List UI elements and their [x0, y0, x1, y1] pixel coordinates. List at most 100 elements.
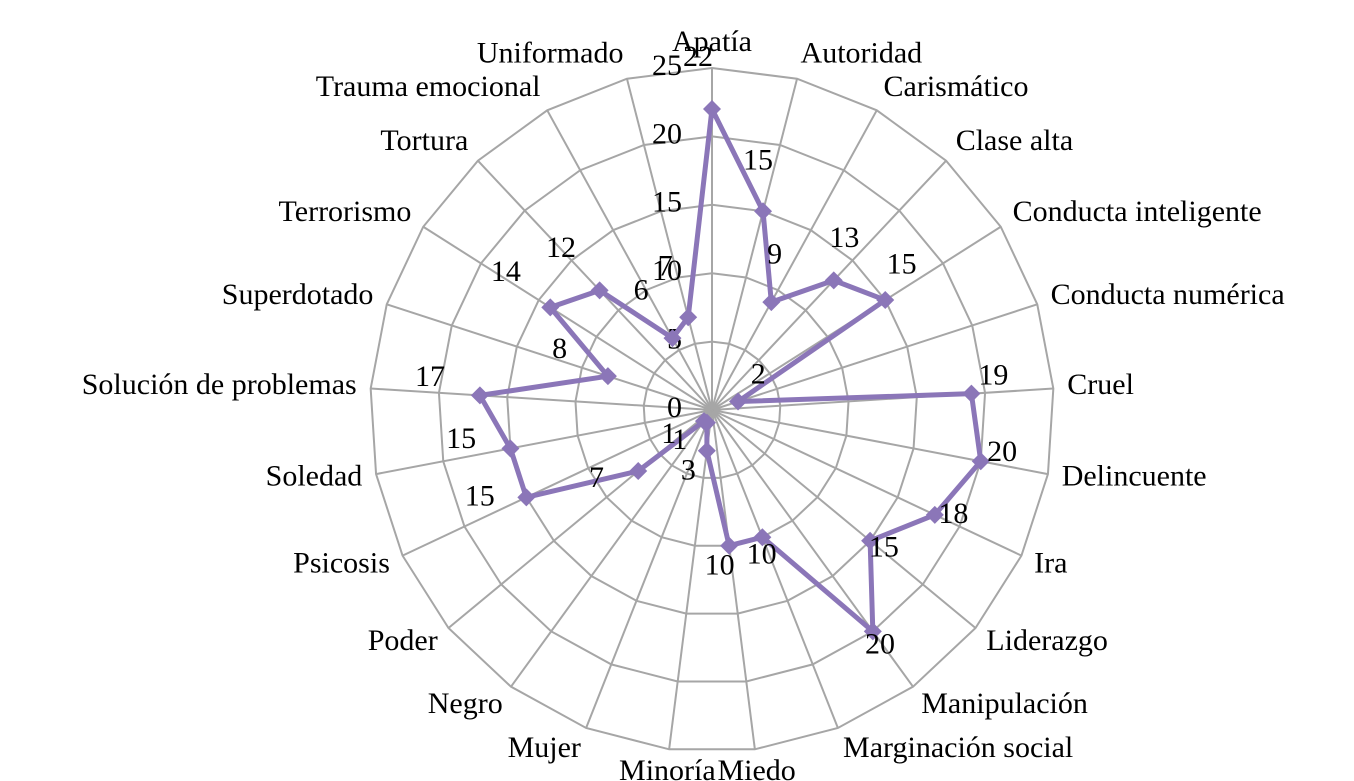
category-label: Liderazgo [986, 624, 1108, 657]
category-label: Manipulación [921, 687, 1088, 720]
marker [876, 291, 895, 310]
data-label: 7 [658, 249, 673, 282]
category-label: Solución de problemas [82, 368, 357, 401]
r-tick-label: 0 [667, 391, 682, 424]
category-label: Marginación social [843, 731, 1073, 764]
category-label: Miedo [717, 754, 795, 781]
spoke [711, 78, 799, 411]
spoke [375, 409, 713, 476]
marker [729, 392, 748, 411]
marker [962, 384, 981, 403]
data-label: 20 [865, 627, 895, 660]
data-label: 2 [751, 357, 766, 390]
marker [971, 452, 990, 471]
data-label: 22 [683, 40, 713, 73]
category-label: Minoría [619, 754, 716, 781]
category-label: Superdotado [222, 278, 374, 311]
category-label: Autoridad [801, 36, 923, 69]
marker [694, 412, 713, 431]
data-label: 10 [747, 538, 777, 571]
marker [697, 441, 716, 460]
marker [824, 271, 843, 290]
data-label: 1 [672, 423, 687, 456]
grid-ring [506, 203, 918, 615]
marker [541, 298, 560, 317]
category-label: Uniformado [477, 36, 624, 69]
marker [754, 202, 773, 221]
category-label: Ira [1034, 547, 1067, 580]
data-label: 12 [546, 231, 576, 264]
spoke [546, 109, 713, 411]
marker [679, 308, 698, 327]
marker [598, 367, 617, 386]
marker [753, 528, 772, 547]
marker [517, 488, 536, 507]
data-label: 19 [978, 358, 1008, 391]
category-label: Apatía [672, 25, 752, 58]
data-label: 15 [869, 531, 899, 564]
data-label: 17 [415, 360, 445, 393]
category-label: Negro [428, 687, 503, 720]
data-label: 9 [767, 237, 782, 270]
r-tick-label: 25 [652, 49, 682, 82]
spoke [402, 409, 713, 557]
marker [703, 100, 721, 119]
marker [590, 281, 609, 300]
marker [470, 386, 489, 405]
r-tick-label: 15 [652, 186, 682, 219]
marker [861, 531, 880, 550]
data-label: 7 [589, 461, 604, 494]
category-label: Conducta inteligente [1013, 195, 1262, 228]
spoke [711, 303, 1038, 411]
spoke [711, 409, 914, 688]
spoke [711, 409, 839, 729]
spoke [711, 409, 977, 629]
data-label: 3 [681, 453, 696, 486]
spoke [711, 409, 1022, 557]
marker [863, 622, 882, 641]
data-label: 15 [887, 248, 917, 281]
grid-ring [437, 135, 987, 683]
marker [762, 293, 781, 312]
grid-ring [369, 66, 1055, 751]
marker [925, 505, 944, 524]
data-label: 15 [465, 480, 495, 513]
marker [720, 536, 739, 555]
category-label: Trauma emocional [316, 70, 541, 103]
data-label: 18 [938, 497, 968, 530]
data-label: 10 [705, 548, 735, 581]
marker [629, 462, 648, 481]
spoke [711, 109, 878, 411]
category-label: Carismático [884, 70, 1029, 103]
grid-ring [574, 272, 850, 547]
spoke [370, 387, 713, 411]
category-label: Terrorismo [279, 195, 412, 228]
spoke [585, 409, 713, 729]
r-tick-label: 20 [652, 117, 682, 150]
spoke [668, 409, 713, 750]
spoke [711, 409, 756, 750]
data-label: 13 [829, 221, 859, 254]
spoke [711, 409, 1049, 476]
data-label: 20 [987, 435, 1017, 468]
r-tick-label: 10 [652, 254, 682, 287]
category-label: Tortura [380, 124, 468, 157]
marker [501, 439, 520, 458]
category-label: Delincuente [1062, 459, 1207, 492]
data-label: 14 [491, 255, 521, 288]
category-label: Poder [368, 624, 438, 657]
spoke [386, 303, 713, 411]
spoke [510, 409, 713, 688]
spoke [422, 225, 713, 411]
data-label: 15 [743, 143, 773, 176]
category-label: Cruel [1067, 368, 1134, 401]
category-label: Conducta numérica [1051, 278, 1285, 311]
category-label: Soledad [266, 459, 363, 492]
category-label: Psicosis [293, 547, 390, 580]
series-line [477, 106, 984, 634]
spoke [477, 160, 713, 411]
marker [663, 329, 682, 348]
data-label: 15 [446, 422, 476, 455]
category-label: Clase alta [956, 124, 1073, 157]
